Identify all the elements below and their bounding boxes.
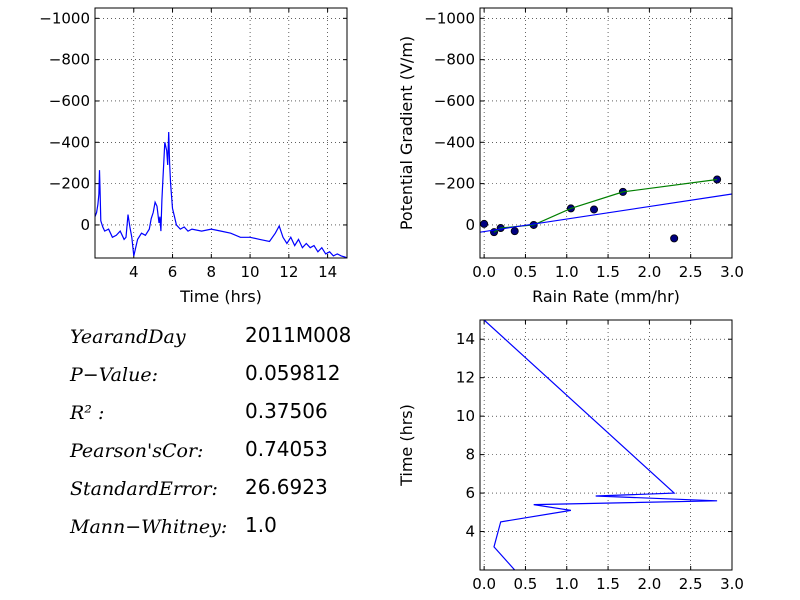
stat-row-year-and-day: YearandDay 2011M008	[70, 322, 390, 360]
plot-area	[95, 131, 347, 258]
x-tick-label: 6	[168, 263, 178, 281]
y-tick-label: −1000	[39, 9, 90, 27]
x-tick-label: 3.0	[720, 575, 744, 593]
x-axis-label: Rain Rate (mm/hr)	[532, 287, 680, 306]
y-tick-label: 0	[465, 216, 475, 234]
stat-row-p-value: P−Value: 0.059812	[70, 360, 390, 398]
y-tick-label: −800	[434, 51, 475, 69]
stat-label: StandardError:	[70, 478, 218, 500]
x-tick-label: 1.5	[596, 263, 620, 281]
x-tick-label: 1.0	[555, 263, 579, 281]
x-tick-label: 2.0	[637, 575, 661, 593]
y-tick-label: −1000	[424, 9, 475, 27]
x-tick-label: 4	[129, 263, 139, 281]
y-tick-label: −600	[49, 92, 90, 110]
stat-label: Mann−Whitney:	[70, 516, 228, 538]
x-tick-label: 8	[207, 263, 217, 281]
stat-value: 0.37506	[245, 399, 328, 423]
x-tick-label: 2.5	[679, 575, 703, 593]
x-tick-label: 0.0	[472, 575, 496, 593]
stat-value: 0.74053	[245, 437, 328, 461]
series-line	[493, 178, 718, 233]
stat-value: 0.059812	[245, 361, 341, 385]
y-tick-label: −200	[49, 175, 90, 193]
data-point	[510, 227, 519, 236]
x-tick-label: 2.0	[637, 263, 661, 281]
y-tick-label: −600	[434, 92, 475, 110]
x-tick-label: 0.5	[514, 575, 538, 593]
stat-label: P−Value:	[70, 364, 158, 386]
chart-3: 0.0 0.5 1.0 1.5 2.0 2.5 3.0 4 6 8 10 12 14 Time (hrs)	[397, 319, 744, 593]
series-line	[480, 193, 732, 233]
chart-1: 4 6 8 10 12 14 0 −200 −400 −600 −800 −1000 Time (hrs…	[39, 7, 348, 306]
y-tick-label: 6	[465, 484, 475, 502]
x-axis-label: Time (hrs)	[179, 287, 262, 306]
y-tick-label: −400	[434, 133, 475, 151]
stat-label: YearandDay	[70, 326, 186, 348]
stat-value: 2011M008	[245, 323, 352, 347]
stat-row-r-squared: R² : 0.37506	[70, 398, 390, 436]
plot-area	[480, 175, 732, 243]
x-tick-label: 1.0	[555, 575, 579, 593]
y-axis-label: Time (hrs)	[397, 404, 416, 487]
data-point	[480, 219, 489, 228]
data-point	[590, 205, 599, 214]
y-tick-label: 4	[465, 523, 475, 541]
stat-row-pearsons-cor: Pearson'sCor: 0.74053	[70, 436, 390, 474]
x-tick-label: 3.0	[720, 263, 744, 281]
y-axis-label: Potential Gradient (V/m)	[397, 36, 416, 230]
stat-value: 1.0	[245, 513, 277, 537]
axes-frame	[479, 319, 733, 571]
x-tick-label: 14	[318, 263, 337, 281]
series-line	[483, 320, 718, 570]
axes-frame	[94, 7, 348, 259]
x-tick-label: 12	[279, 263, 298, 281]
x-tick-label: 2.5	[679, 263, 703, 281]
y-tick-label: 12	[456, 369, 475, 387]
stat-label: Pearson'sCor:	[70, 440, 204, 462]
x-tick-label: 1.5	[596, 575, 620, 593]
chart-2: 0.0 0.5 1.0 1.5 2.0 2.5 3.0 0 −200 −400 −600 −800 −1…	[397, 7, 744, 306]
stat-row-standard-error: StandardError: 26.6923	[70, 474, 390, 512]
stat-label: R² :	[70, 402, 105, 424]
data-point	[670, 234, 679, 243]
y-tick-label: −800	[49, 51, 90, 69]
x-tick-label: 0.0	[472, 263, 496, 281]
y-tick-label: −400	[49, 133, 90, 151]
x-tick-label: 0.5	[514, 263, 538, 281]
y-tick-label: 8	[465, 446, 475, 464]
y-tick-label: 10	[456, 407, 475, 425]
x-tick-label: 10	[241, 263, 260, 281]
y-tick-label: 0	[80, 216, 90, 234]
stat-row-mann-whitney: Mann−Whitney: 1.0	[70, 512, 390, 550]
series-line	[95, 131, 347, 258]
axes-frame	[479, 7, 733, 259]
stat-value: 26.6923	[245, 475, 328, 499]
y-tick-label: 14	[456, 330, 475, 348]
y-tick-label: −200	[434, 175, 475, 193]
plot-area	[483, 320, 718, 570]
